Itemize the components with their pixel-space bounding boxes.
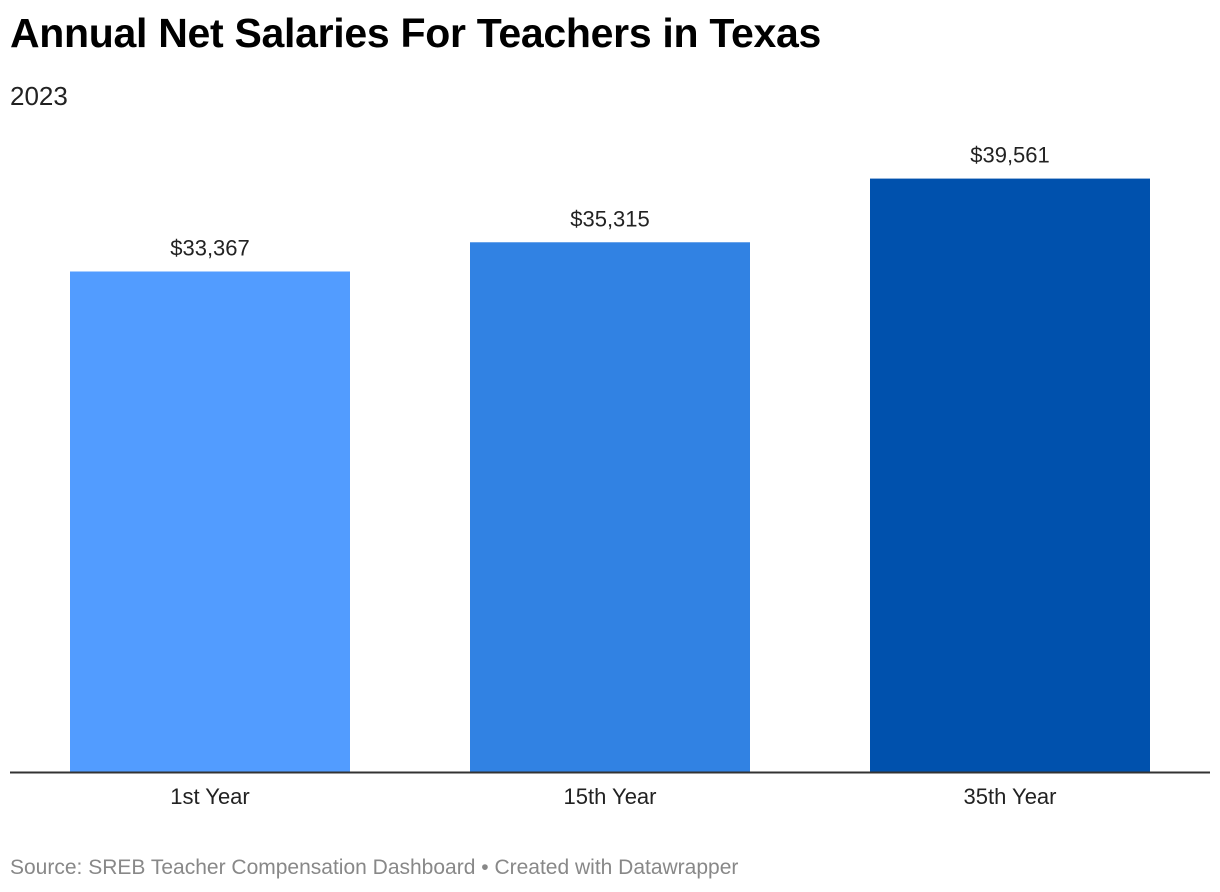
x-tick-label: 15th Year [564,784,657,809]
bar-1 [70,271,350,772]
chart-title: Annual Net Salaries For Teachers in Texa… [10,10,822,56]
bar-value-label: $33,367 [170,235,250,260]
source-label: Source: [10,856,83,879]
bar-3 [870,178,1150,772]
bar-value-label: $35,315 [570,206,650,231]
x-tick-label: 1st Year [170,784,250,809]
chart-footer: Source: SREB Teacher Compensation Dashbo… [10,856,738,880]
bar-value-label: $39,561 [970,143,1050,168]
bar-2 [470,242,750,772]
footer-separator: • [481,856,489,879]
credit-text: Created with Datawrapper [494,856,739,879]
chart-subtitle: 2023 [10,81,68,111]
source-name: SREB Teacher Compensation Dashboard [88,856,476,879]
x-tick-label: 35th Year [964,784,1057,809]
